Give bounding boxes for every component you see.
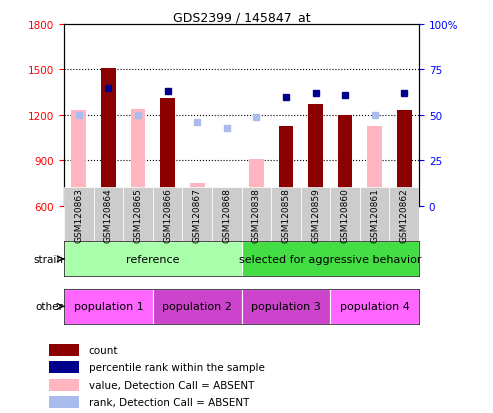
Bar <box>219 193 234 206</box>
Bar <box>101 69 116 206</box>
Text: population 3: population 3 <box>251 301 321 312</box>
Bar <box>367 126 382 206</box>
Text: rank, Detection Call = ABSENT: rank, Detection Call = ABSENT <box>89 397 249 407</box>
Text: GSM120868: GSM120868 <box>222 188 231 243</box>
Text: GSM120863: GSM120863 <box>74 188 83 243</box>
Bar <box>64 289 153 324</box>
Bar <box>49 362 79 373</box>
Bar <box>271 188 301 242</box>
Bar <box>308 105 323 206</box>
Text: GSM120864: GSM120864 <box>104 188 113 242</box>
Bar <box>397 111 412 206</box>
Text: GSM120865: GSM120865 <box>134 188 142 243</box>
Bar <box>49 379 79 391</box>
Bar <box>242 242 419 277</box>
Bar <box>49 344 79 356</box>
Text: population 1: population 1 <box>73 301 143 312</box>
Text: population 2: population 2 <box>162 301 232 312</box>
Text: count: count <box>89 345 118 355</box>
Bar <box>153 289 242 324</box>
Bar <box>249 159 264 206</box>
Bar <box>160 99 175 206</box>
Bar <box>94 188 123 242</box>
Bar <box>338 116 352 206</box>
Text: GSM120838: GSM120838 <box>252 188 261 243</box>
Bar <box>212 188 242 242</box>
Bar <box>131 109 145 206</box>
Bar <box>64 242 242 277</box>
Text: GSM120866: GSM120866 <box>163 188 172 243</box>
Text: GSM120859: GSM120859 <box>311 188 320 243</box>
Bar <box>64 188 94 242</box>
Text: GSM120862: GSM120862 <box>400 188 409 242</box>
Bar <box>242 289 330 324</box>
Text: other: other <box>35 301 64 312</box>
Text: strain: strain <box>34 254 64 264</box>
Text: population 4: population 4 <box>340 301 410 312</box>
Bar <box>49 396 79 408</box>
Bar <box>123 188 153 242</box>
Bar <box>190 184 205 206</box>
Bar <box>301 188 330 242</box>
Bar <box>389 188 419 242</box>
Bar <box>182 188 212 242</box>
Bar <box>330 289 419 324</box>
Text: value, Detection Call = ABSENT: value, Detection Call = ABSENT <box>89 380 254 390</box>
Bar <box>279 126 293 206</box>
Bar <box>71 111 86 206</box>
Bar <box>360 188 389 242</box>
Text: GSM120858: GSM120858 <box>282 188 290 243</box>
Text: GSM120867: GSM120867 <box>193 188 202 243</box>
Text: GSM120861: GSM120861 <box>370 188 379 243</box>
Bar <box>153 188 182 242</box>
Bar <box>330 188 360 242</box>
Text: percentile rank within the sample: percentile rank within the sample <box>89 363 265 373</box>
Text: GSM120860: GSM120860 <box>341 188 350 243</box>
Text: selected for aggressive behavior: selected for aggressive behavior <box>239 254 422 264</box>
Bar <box>242 188 271 242</box>
Text: reference: reference <box>126 254 179 264</box>
Title: GDS2399 / 145847_at: GDS2399 / 145847_at <box>173 11 311 24</box>
